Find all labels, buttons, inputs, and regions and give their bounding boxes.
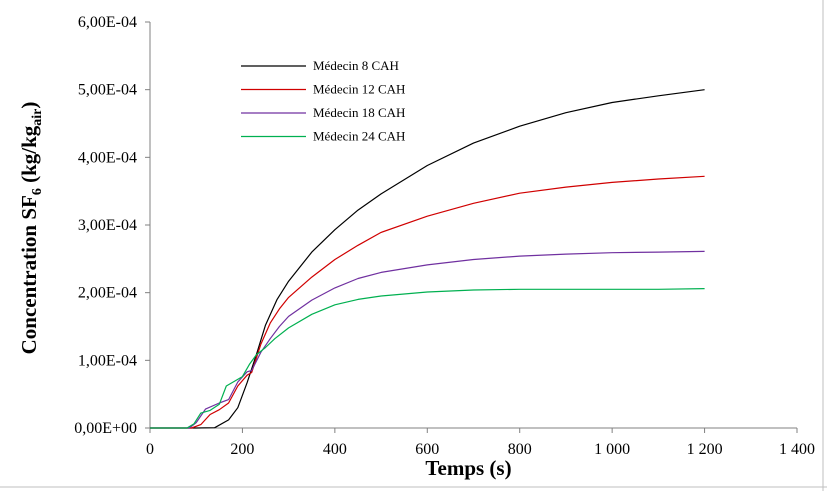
- x-axis-label: Temps (s): [425, 456, 511, 480]
- legend: Médecin 8 CAH Médecin 12 CAH Médecin 18 CA…: [241, 58, 405, 144]
- legend-label-4: Médecin 24 CAH: [313, 129, 405, 144]
- y-axis-label-main: Concentration SF: [17, 195, 41, 354]
- x-tick-label: 1 400: [779, 441, 815, 458]
- y-axis-label-end: ): [17, 102, 41, 109]
- x-tick-label: 1 000: [594, 441, 630, 458]
- y-axis-label-sub1: 6: [30, 188, 45, 195]
- x-tick-label: 800: [508, 441, 532, 458]
- plot-area: 0,00E+00 1,00E-04 2,00E-04 3,00E-04 4,00E-04…: [74, 14, 815, 458]
- x-tick-label: 600: [415, 441, 439, 458]
- y-tick-label: 4,00E-04: [78, 149, 137, 166]
- y-tick-label: 5,00E-04: [78, 82, 137, 99]
- x-axis-ticks: 0 200 400 600 800 1 000 1 200 1 400: [146, 428, 815, 458]
- y-axis-label-mid: (kg/kg: [17, 125, 41, 188]
- y-axis-ticks: 0,00E+00 1,00E-04 2,00E-04 3,00E-04 4,00E-04…: [74, 14, 150, 437]
- legend-label-3: Médecin 18 CAH: [313, 105, 405, 120]
- legend-label-2: Médecin 12 CAH: [313, 82, 405, 97]
- series-lines: [150, 89, 705, 429]
- y-tick-label: 1,00E-04: [78, 352, 137, 369]
- series-line-3: [150, 250, 705, 429]
- x-tick-label: 400: [323, 441, 347, 458]
- legend-label-1: Médecin 8 CAH: [313, 58, 399, 73]
- y-tick-label: 6,00E-04: [78, 14, 137, 31]
- series-line-4: [150, 288, 705, 429]
- x-tick-label: 1 200: [687, 441, 723, 458]
- y-tick-label: 0,00E+00: [74, 420, 137, 437]
- y-axis-label: Concentration SF6 (kg/kgair): [17, 102, 45, 355]
- y-axis-label-sub2: air: [30, 109, 45, 126]
- series-line-1: [150, 89, 705, 429]
- x-tick-label: 0: [146, 441, 154, 458]
- series-line-2: [150, 175, 705, 429]
- y-tick-label: 2,00E-04: [78, 285, 137, 302]
- x-tick-label: 200: [230, 441, 254, 458]
- y-tick-label: 3,00E-04: [78, 217, 137, 234]
